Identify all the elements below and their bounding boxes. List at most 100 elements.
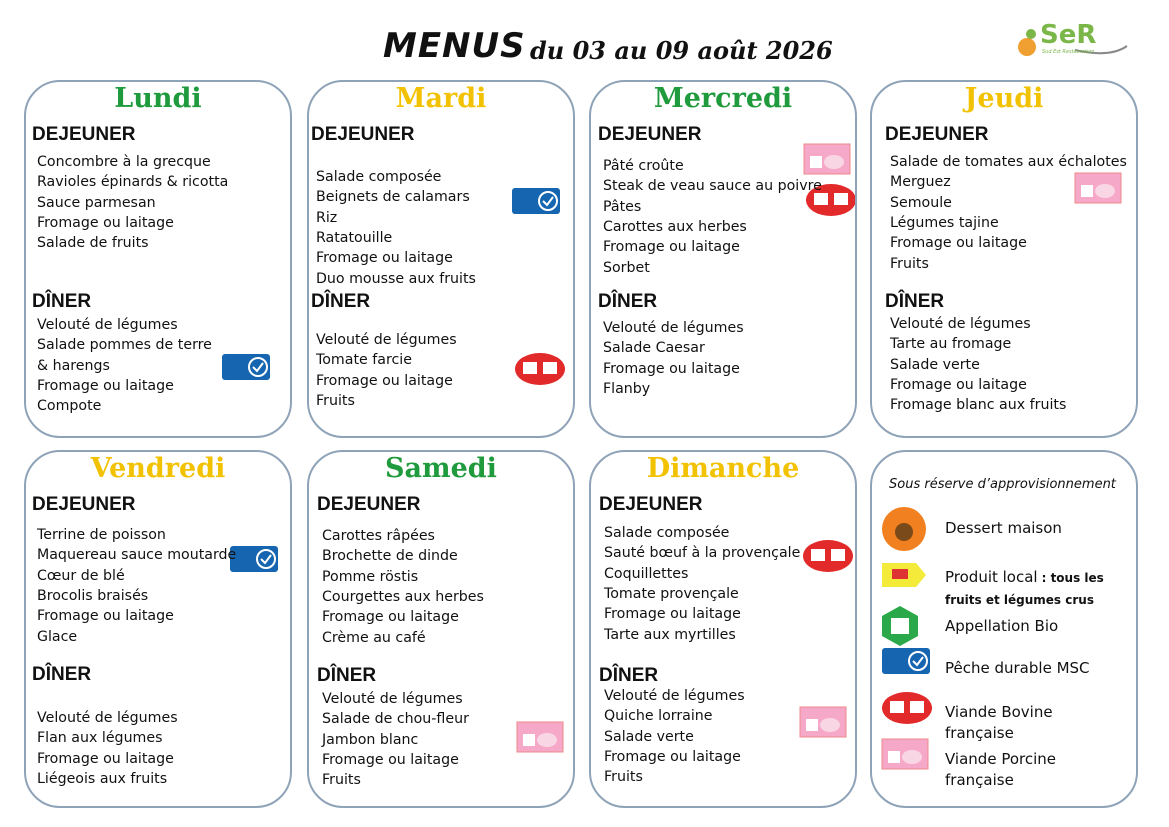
menu-item: Compote (37, 398, 102, 415)
bio-icon (882, 606, 918, 646)
menu-item: & harengs (37, 357, 110, 374)
menu-item: Fromage ou laitage (604, 606, 741, 623)
lunch-label: DEJEUNER (311, 124, 415, 145)
menu-item: Fromage ou laitage (37, 750, 174, 767)
menu-item: Ratatouille (316, 229, 393, 246)
day-name: Mardi (395, 83, 487, 114)
subtitle: du 03 au 09 août 2026 (530, 36, 833, 65)
legend-label: Viande Bovine française (945, 703, 1053, 742)
menu-item: Fruits (890, 255, 929, 272)
msc-icon (230, 546, 278, 572)
msc-icon (512, 188, 560, 214)
menu-item: Jambon blanc (322, 731, 419, 748)
menu-item: Fruits (316, 392, 355, 409)
day-name: Samedi (385, 453, 497, 484)
menu-item: Fromage blanc aux fruits (890, 397, 1067, 414)
logo: SeR (1040, 20, 1097, 50)
menu-item: Velouté de légumes (890, 316, 1031, 332)
menu-item: Salade de tomates aux échalotes (890, 154, 1127, 170)
legend-label: Dessert maison (945, 519, 1062, 537)
menu-item: Liégeois aux fruits (37, 770, 168, 787)
menu-item: Salade Caesar (603, 340, 705, 357)
menu-item: Fromage ou laitage (890, 235, 1027, 252)
legend-label: Produit local (945, 568, 1038, 586)
msc-icon (222, 354, 270, 380)
menu-item: Flan aux légumes (37, 730, 163, 747)
menu-item: Glace (37, 628, 78, 645)
pork-icon (799, 706, 847, 738)
menu-item: Fromage ou laitage (603, 360, 740, 377)
legend-item: Viande Bovine française (945, 702, 1120, 744)
menu-item: Carottes aux herbes (603, 218, 747, 235)
day-card (24, 450, 292, 808)
menu-item: Fromage ou laitage (37, 608, 174, 625)
menu-item: Brochette de dinde (322, 548, 458, 565)
menu-item: Velouté de légumes (603, 320, 744, 336)
menu-item: Salade composée (316, 169, 442, 185)
dinner-label: DÎNER (598, 291, 658, 312)
menu-item: Tomate farcie (316, 352, 412, 369)
legend-item: Viande Porcine française (945, 749, 1120, 791)
menu-item: Quiche lorraine (604, 708, 713, 725)
dinner-label: DÎNER (32, 291, 92, 312)
legend-item: Pêche durable MSC (945, 658, 1120, 679)
menu-item: Tarte aux myrtilles (604, 626, 736, 643)
menu-item: Salade pommes de terre (37, 337, 212, 354)
menu-item: Salade de chou-fleur (322, 711, 469, 728)
menu-item: Fromage ou laitage (604, 748, 741, 765)
menu-item: Fromage ou laitage (37, 214, 174, 231)
menu-item: Maquereau sauce moutarde (37, 547, 237, 564)
menu-item: Fruits (604, 769, 643, 786)
menu-item: Velouté de légumes (316, 332, 457, 348)
beef-icon (803, 540, 853, 572)
menu-item: Salade composée (604, 525, 730, 541)
day-name: Jeudi (964, 83, 1044, 114)
menu-item: Fromage ou laitage (322, 751, 459, 768)
pork-icon (881, 738, 929, 770)
dinner-label: DÎNER (317, 665, 377, 686)
dinner-label: DÎNER (32, 664, 92, 685)
menu-item: Pomme röstis (322, 568, 419, 585)
legend-label: Appellation Bio (945, 617, 1059, 635)
menu-item: Crème au café (322, 629, 426, 646)
dinner-label: DÎNER (311, 291, 371, 312)
day-card (24, 80, 292, 438)
menu-item: Fromage ou laitage (316, 372, 453, 389)
day-name: Dimanche (646, 453, 800, 484)
menu-item: Velouté de légumes (604, 688, 745, 704)
lunch-label: DEJEUNER (598, 124, 702, 145)
legend-card (870, 450, 1138, 808)
menu-item: Velouté de légumes (322, 691, 463, 707)
legend-item: Dessert maison (945, 518, 1120, 539)
day-card (870, 80, 1138, 438)
menu-item: Steak de veau sauce au poivre (603, 178, 822, 195)
day-name: Mercredi (653, 83, 793, 114)
day-name: Lundi (114, 83, 202, 114)
menu-item: Brocolis braisés (37, 587, 149, 604)
menu-item: Fromage ou laitage (603, 239, 740, 256)
menu-item: Cœur de blé (37, 567, 125, 584)
day-card (307, 450, 575, 808)
dinner-label: DÎNER (885, 291, 945, 312)
menu-item: Ravioles épinards & ricotta (37, 174, 229, 191)
menu-item: Beignets de calamars (316, 189, 470, 206)
legend-label: Viande Porcine française (945, 750, 1056, 789)
logo-icon (1018, 29, 1128, 56)
menu-item: Concombre à la grecque (37, 154, 211, 170)
menu-item: Duo mousse aux fruits (316, 270, 476, 287)
title: MENUS (383, 26, 526, 66)
menu-item: Fruits (322, 772, 361, 789)
pork-icon (516, 721, 564, 753)
day-card (307, 80, 575, 438)
msc-icon (882, 648, 930, 674)
menu-item: Merguez (890, 174, 951, 191)
lunch-label: DEJEUNER (32, 494, 136, 515)
legend-item: Produit local: tous les fruits et légume… (945, 567, 1120, 611)
menu-item: Légumes tajine (890, 214, 999, 231)
menu-item: Riz (316, 209, 338, 226)
menu-item: Velouté de légumes (37, 317, 178, 333)
menu-item: Sorbet (603, 259, 650, 276)
menu-item: Sauté bœuf à la provençale (604, 545, 801, 562)
